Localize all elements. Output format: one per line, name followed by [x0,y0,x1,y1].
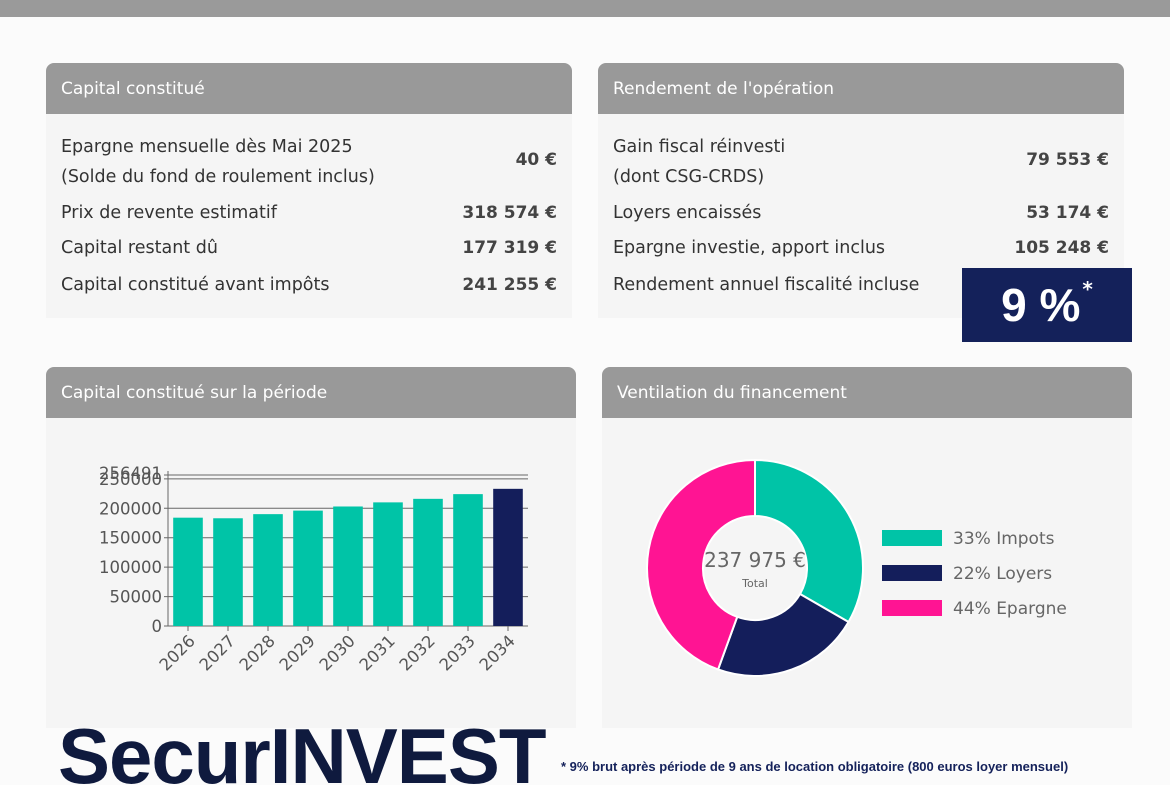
capital-row-prix-label: Prix de revente estimatif [61,203,277,223]
rendement-row-loyers-label: Loyers encaissés [613,203,762,223]
capital-row-restant-value: 177 319 € [462,238,557,258]
bar-x-tick-label: 2026 [156,631,199,674]
capital-row-epargne-label: Epargne mensuelle dès Mai 2025 [61,137,353,157]
rendement-row-annuel-label: Rendement annuel fiscalité incluse [613,275,920,295]
bar-y-tick-label: 200000 [99,499,162,518]
brand-logo: SecurINVEST [58,712,547,785]
bar-x-tick-label: 2031 [356,631,399,674]
rendement-row-annuel: Rendement annuel fiscalité incluse [598,270,1124,300]
capital-card-title: Capital constitué [61,78,205,99]
donut-slice-2 [646,458,756,671]
bar-x-tick-label: 2029 [276,631,319,674]
capital-row-epargne-value: 40 € [515,150,557,170]
donut-slice-0 [754,458,864,624]
period-chart-body: 0 50000 100000 150000 200000 250000 256491 2026… [46,418,576,728]
bar-x-tick-label: 2033 [436,631,479,674]
rendement-row-gain: Gain fiscal réinvesti (dont CSG-CRDS) 79… [598,132,1124,192]
bar-y-tick-label: 150000 [99,529,162,548]
bar-2033 [453,494,483,626]
bar-x-tick-label: 2028 [236,631,279,674]
capital-row-avant-impots-label: Capital constitué avant impôts [61,275,330,295]
rendement-card-header: Rendement de l'opération [598,63,1124,114]
capital-row-restant-label: Capital restant dû [61,238,218,258]
financing-card-title: Ventilation du financement [617,382,847,403]
bar-2029 [293,510,323,626]
rendement-big-star: * [1082,277,1093,301]
bar-2030 [333,506,363,626]
rendement-row-gain-sublabel: (dont CSG-CRDS) [613,167,765,187]
period-chart-header: Capital constitué sur la période [46,367,576,418]
bar-y-tick-label: 0 [152,617,163,636]
donut-legend-swatch [882,565,942,581]
capital-row-prix: Prix de revente estimatif 318 574 € [46,198,572,228]
rendement-big-value: 9 % [1001,279,1081,331]
bar-2034 [493,488,523,626]
financing-card-body: 237 975 € Total 33% Impots 22% Loyers 44% Ep… [602,418,1132,728]
bar-y-tick-label: 100000 [99,558,162,577]
capital-row-restant: Capital restant dû 177 319 € [46,233,572,263]
bar-x-tick-label: 2030 [316,631,359,674]
rendement-card-title: Rendement de l'opération [613,78,835,99]
bar-y-tick-label: 50000 [110,588,163,607]
rendement-row-epargne: Epargne investie, apport inclus 105 248 … [598,233,1124,263]
capital-row-avant-impots: Capital constitué avant impôts 241 255 € [46,270,572,300]
donut-slice-1 [716,592,850,677]
rendement-card-body: Gain fiscal réinvesti (dont CSG-CRDS) 79… [598,114,1124,318]
bar-2027 [213,518,243,626]
capital-card-header: Capital constitué [46,63,572,114]
footnote: * 9% brut après période de 9 ans de loca… [561,759,1069,774]
donut-legend-label: 44% Epargne [953,599,1067,619]
bar-y-max-label: 256491 [99,464,162,483]
bar-y-tick-label: 250000 [99,470,162,489]
rendement-big-value-box: 9 % * [962,268,1132,342]
capital-row-prix-value: 318 574 € [462,203,557,223]
rendement-row-gain-value: 79 553 € [1026,150,1109,170]
donut-chart: 237 975 € Total 33% Impots 22% Loyers 44% Ep… [646,458,1067,677]
donut-legend-swatch [882,530,942,546]
rendement-row-epargne-value: 105 248 € [1014,238,1109,258]
top-bar [0,0,1170,17]
donut-legend-label: 22% Loyers [953,564,1052,584]
capital-row-epargne-sublabel: (Solde du fond de roulement inclus) [61,167,375,187]
donut-center-value: 237 975 € [704,548,806,572]
rendement-row-epargne-label: Epargne investie, apport inclus [613,238,886,258]
bar-x-tick-label: 2032 [396,631,439,674]
rendement-row-loyers-value: 53 174 € [1026,203,1109,223]
capital-row-avant-impots-value: 241 255 € [462,275,557,295]
period-chart-title: Capital constitué sur la période [61,382,328,403]
bar-2026 [173,517,203,626]
bar-2032 [413,498,443,626]
donut-legend-label: 33% Impots [953,529,1055,549]
capital-card-body: Epargne mensuelle dès Mai 2025 (Solde du… [46,114,572,318]
financing-card-header: Ventilation du financement [602,367,1132,418]
bar-x-tick-label: 2027 [196,631,239,674]
bar-2031 [373,502,403,626]
donut-legend-swatch [882,600,942,616]
donut-center-label: Total [741,577,768,590]
rendement-row-gain-label: Gain fiscal réinvesti [613,137,786,157]
capital-row-epargne: Epargne mensuelle dès Mai 2025 (Solde du… [46,132,572,192]
rendement-row-loyers: Loyers encaissés 53 174 € [598,198,1124,228]
bar-x-tick-label: 2034 [476,631,519,674]
bar-2028 [253,514,283,626]
